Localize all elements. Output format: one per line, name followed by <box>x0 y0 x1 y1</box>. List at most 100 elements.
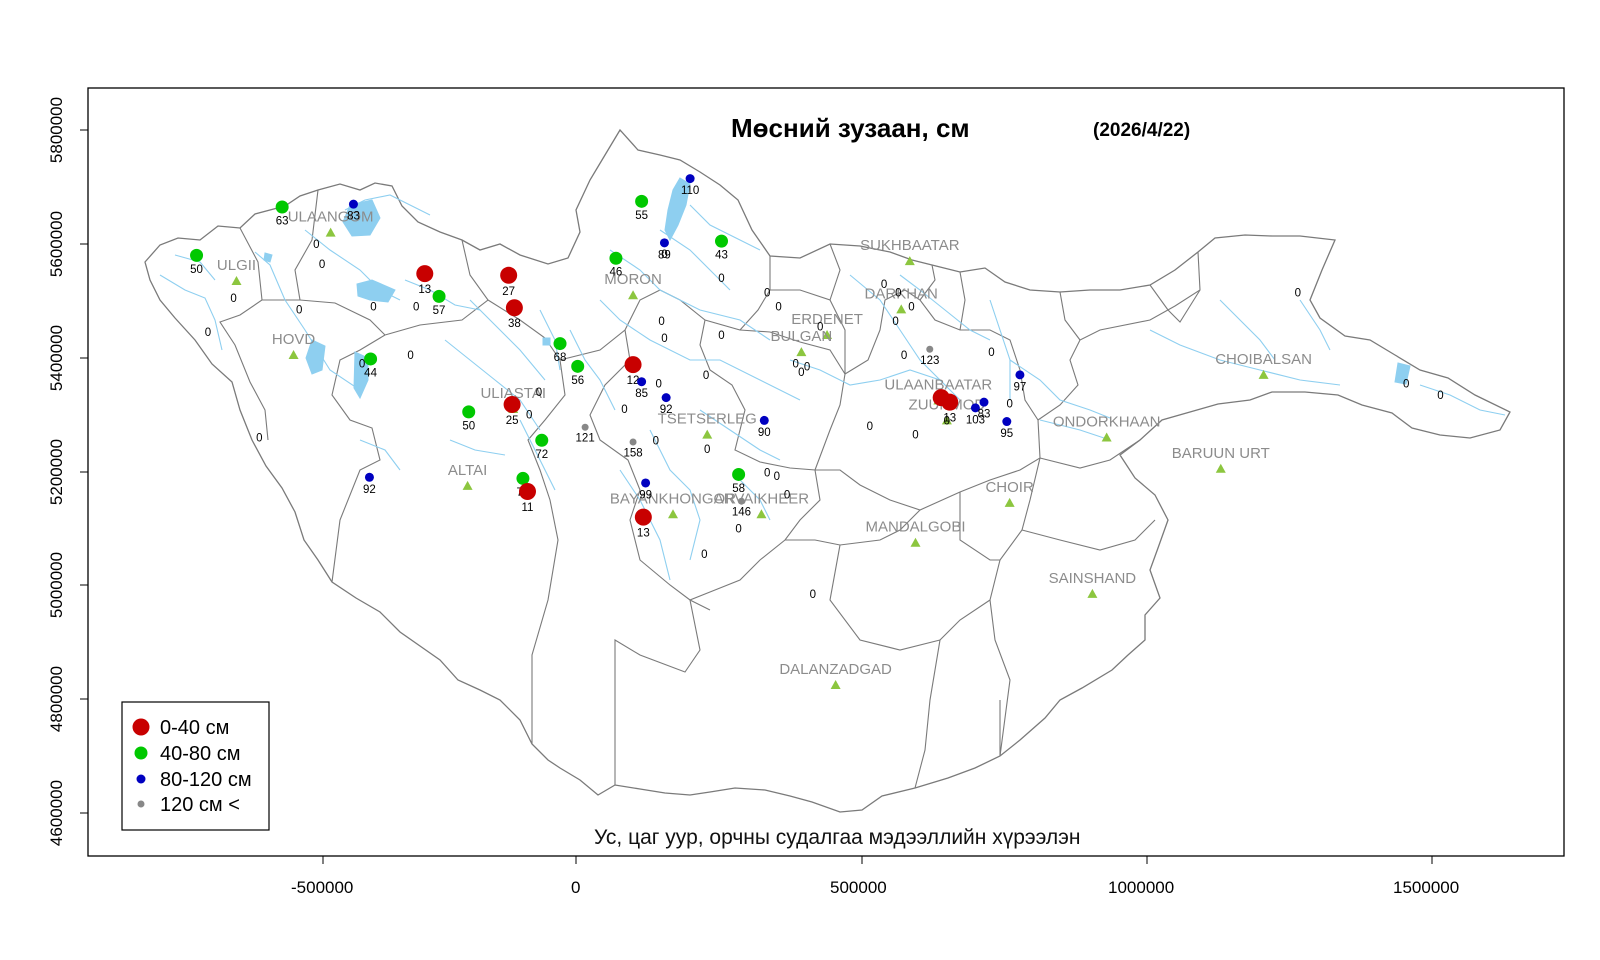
station-value-label: 0 <box>621 404 627 416</box>
station-value-label: 0 <box>867 421 873 433</box>
station-value-label: 0 <box>988 347 994 359</box>
city-marker-icon <box>1101 432 1112 442</box>
legend-marker-green <box>134 746 148 760</box>
station-value-label: 0 <box>413 302 419 314</box>
station-value-label: 0 <box>881 279 887 291</box>
x-tick-label: 500000 <box>830 878 887 897</box>
legend-label: 80-120 см <box>160 769 252 791</box>
station-value-label: 0 <box>764 287 770 299</box>
legend-label: 0-40 см <box>160 717 229 739</box>
city-label: DALANZADGAD <box>779 661 892 678</box>
map-title: Мөсний зузаан, см <box>731 113 970 143</box>
city-label: BARUUN URT <box>1172 445 1270 462</box>
legend-marker-gray <box>137 800 145 808</box>
station-marker <box>1002 417 1012 427</box>
station-value-label: 0 <box>658 316 664 328</box>
station-value-label: 0 <box>704 444 710 456</box>
station-value-label: 83 <box>978 409 991 421</box>
station-marker <box>432 289 446 303</box>
city-label: BAYANKHONGOR <box>610 490 736 507</box>
y-tick-label: 5200000 <box>47 439 66 505</box>
country-outline <box>144 128 1511 813</box>
station-value-label: 0 <box>313 239 319 251</box>
station-value-label: 0 <box>1403 378 1409 390</box>
station-marker <box>624 356 642 374</box>
station-value-label: 89 <box>658 249 671 261</box>
x-tick-label: 1500000 <box>1393 878 1459 897</box>
station-value-label: 0 <box>908 302 914 314</box>
station-marker <box>641 478 651 488</box>
station-value-label: 85 <box>635 388 648 400</box>
city-layer: ULAANGOM ULGII HOVD ALTAI ULIASTAI MORON TSETS… <box>217 209 1312 689</box>
lake-uvs <box>342 199 381 237</box>
rivers <box>159 194 1506 581</box>
station-value-label: 146 <box>732 507 751 519</box>
station-value-label: 0 <box>892 316 898 328</box>
city-label: CHOIR <box>985 479 1034 496</box>
station-value-label: 50 <box>462 420 475 432</box>
station-value-label: 11 <box>522 502 534 514</box>
y-tick-label: 4600000 <box>47 780 66 846</box>
station-marker <box>629 438 637 446</box>
station-value-label: 95 <box>1000 428 1013 440</box>
city-label: ERDENET <box>791 311 863 328</box>
city-marker-icon <box>941 415 952 425</box>
y-tick-label: 5800000 <box>47 97 66 163</box>
station-value-label: 0 <box>1295 287 1301 299</box>
city-marker-icon <box>830 679 841 689</box>
station-value-label: 0 <box>1437 390 1443 402</box>
city-marker-icon <box>668 509 679 519</box>
legend-marker-blue <box>136 774 146 784</box>
station-marker <box>553 337 567 351</box>
station-value-label: 55 <box>635 210 648 222</box>
station-marker <box>505 299 523 317</box>
station-value-label: 0 <box>1006 398 1012 410</box>
station-marker <box>416 265 434 283</box>
station-value-label: 110 <box>681 185 699 197</box>
map-credit: Ус, цаг уур, орчны судалгаа мэдээллийн х… <box>594 826 1080 849</box>
station-marker <box>685 174 695 184</box>
station-value-label: 97 <box>1014 381 1027 393</box>
station-value-label: 0 <box>944 415 950 427</box>
station-marker <box>659 238 669 248</box>
city-label: BULGAN <box>771 328 833 345</box>
station-value-label: 0 <box>256 432 262 444</box>
station-marker <box>970 403 980 413</box>
station-marker <box>941 393 959 411</box>
station-marker <box>637 377 647 387</box>
station-value-label: 0 <box>205 327 211 339</box>
station-marker <box>635 194 649 208</box>
y-tick-label: 5000000 <box>47 552 66 618</box>
x-tick-label: 1000000 <box>1108 878 1174 897</box>
city-label: MORON <box>604 271 662 288</box>
city-label: TSETSERLEG <box>658 411 757 428</box>
city-label: DARKHAN <box>865 285 938 302</box>
station-value-label: 50 <box>190 264 203 276</box>
lake-small <box>263 252 273 263</box>
station-marker <box>634 508 652 526</box>
station-value-label: 158 <box>623 448 642 460</box>
x-tick-label: -500000 <box>291 878 353 897</box>
station-value-label: 0 <box>735 524 741 536</box>
station-value-label: 12 <box>627 375 640 387</box>
station-value-label: 0 <box>804 361 810 373</box>
city-marker-icon <box>910 537 921 547</box>
station-marker <box>759 415 769 425</box>
station-value-label: 0 <box>296 304 302 316</box>
x-axis: -500000 0 500000 1000000 1500000 <box>291 855 1459 897</box>
lakes <box>263 177 1411 400</box>
station-value-label: 43 <box>715 250 728 262</box>
station-value-label: 92 <box>363 484 376 496</box>
station-value-label: 68 <box>554 352 567 364</box>
station-marker <box>1015 370 1025 380</box>
station-marker <box>535 433 549 447</box>
station-value-label: 0 <box>895 287 901 299</box>
city-label: SUKHBAATAR <box>860 237 960 254</box>
city-marker-icon <box>288 349 299 359</box>
city-marker-icon <box>904 256 915 266</box>
city-marker-icon <box>796 347 807 357</box>
lake-buir <box>1394 362 1411 385</box>
station-value-label: 0 <box>230 293 236 305</box>
